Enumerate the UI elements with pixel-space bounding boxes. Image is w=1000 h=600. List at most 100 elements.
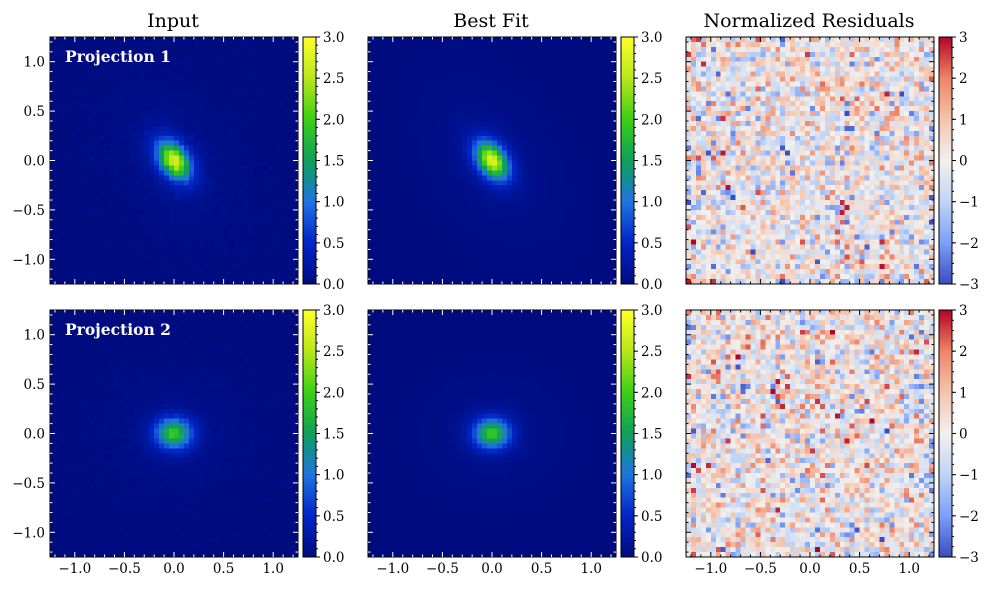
heatmap-cell: [188, 76, 195, 83]
heatmap-cell: [293, 51, 299, 58]
heatmap-cell: [104, 254, 111, 260]
heatmap-cell: [273, 56, 279, 63]
heatmap-cell: [526, 81, 533, 87]
heatmap-cell: [536, 175, 543, 181]
heatmap-cell: [382, 180, 389, 186]
heatmap-cell: [129, 91, 135, 97]
heatmap-cell: [506, 165, 513, 171]
heatmap-cell: [586, 96, 592, 102]
heatmap-cell: [89, 66, 96, 73]
heatmap-cell: [457, 106, 463, 112]
heatmap-cell: [501, 66, 508, 73]
heatmap-cell: [506, 160, 513, 167]
heatmap-cell: [99, 209, 106, 216]
heatmap-cell: [516, 195, 523, 201]
heatmap-cell: [472, 135, 478, 142]
heatmap-cell: [223, 244, 230, 251]
heatmap-cell: [496, 125, 503, 132]
heatmap-cell: [253, 254, 259, 260]
heatmap-cell: [407, 224, 414, 231]
heatmap-cell: [183, 239, 190, 246]
heatmap-cell: [288, 116, 294, 122]
heatmap-cell: [183, 51, 190, 58]
heatmap-cell: [611, 249, 617, 255]
heatmap-cell: [293, 219, 299, 226]
heatmap-cell: [501, 140, 508, 147]
heatmap-cell: [223, 41, 230, 48]
heatmap-cell: [119, 264, 125, 270]
heatmap-cell: [566, 224, 572, 231]
heatmap-cell: [457, 41, 463, 48]
heatmap-cell: [258, 234, 264, 241]
heatmap-cell: [268, 279, 274, 285]
heatmap-cell: [54, 81, 61, 87]
heatmap-cell: [258, 120, 264, 127]
heatmap-cell: [437, 155, 443, 162]
heatmap-cell: [432, 239, 439, 246]
heatmap-cell: [164, 244, 170, 251]
heatmap-cell: [104, 81, 111, 87]
heatmap-cell: [124, 170, 130, 176]
heatmap-cell: [482, 37, 488, 43]
heatmap-cell: [511, 185, 518, 191]
heatmap-cell: [164, 86, 170, 92]
heatmap-cell: [54, 150, 61, 157]
heatmap-cell: [536, 145, 543, 152]
heatmap-cell: [94, 111, 101, 117]
heatmap-cell: [556, 229, 563, 236]
heatmap-cell: [69, 41, 76, 48]
heatmap-cell: [54, 86, 61, 92]
heatmap-cell: [89, 61, 96, 68]
heatmap-cell: [556, 165, 563, 171]
heatmap-cell: [601, 61, 607, 68]
heatmap-cell: [372, 224, 379, 231]
heatmap-cell: [536, 130, 543, 137]
heatmap-cell: [213, 234, 220, 241]
heatmap-cell: [288, 155, 294, 162]
heatmap-cell: [203, 254, 210, 260]
heatmap-cell: [188, 66, 195, 73]
heatmap-cell: [392, 56, 399, 63]
heatmap-cell: [154, 249, 160, 255]
heatmap-cell: [129, 116, 135, 122]
heatmap-cell: [134, 51, 140, 58]
heatmap-cell: [516, 56, 523, 63]
heatmap-cell: [462, 46, 468, 53]
colorbar-step: [303, 69, 316, 73]
heatmap-cell: [288, 254, 294, 260]
heatmap-cell: [452, 195, 458, 201]
heatmap-cell: [99, 269, 106, 275]
heatmap-cell: [432, 140, 439, 147]
heatmap-cell: [79, 175, 86, 181]
heatmap-cell: [372, 130, 379, 137]
heatmap-cell: [159, 81, 165, 87]
heatmap-cell: [492, 135, 498, 142]
heatmap-cell: [159, 86, 165, 92]
heatmap-cell: [119, 204, 125, 211]
heatmap-cell: [159, 125, 165, 132]
heatmap-cell: [119, 180, 125, 186]
heatmap-cell: [611, 209, 617, 216]
heatmap-cell: [452, 165, 458, 171]
heatmap-cell: [174, 165, 180, 171]
heatmap-cell: [477, 91, 483, 97]
heatmap-cell: [193, 209, 200, 216]
heatmap-cell: [213, 130, 220, 137]
heatmap-cell: [233, 254, 240, 260]
heatmap-cell: [114, 155, 121, 162]
heatmap-cell: [248, 274, 254, 280]
heatmap-cell: [293, 81, 299, 87]
colorbar-step: [303, 55, 316, 59]
heatmap-cell: [243, 66, 249, 73]
heatmap-cell: [576, 244, 582, 251]
heatmap-cell: [248, 160, 254, 167]
heatmap-cell: [268, 41, 274, 48]
heatmap-cell: [278, 190, 284, 196]
heatmap-cell: [268, 91, 274, 97]
heatmap-cell: [606, 224, 612, 231]
heatmap-cell: [611, 101, 617, 107]
heatmap-cell: [581, 101, 587, 107]
heatmap-cell: [561, 244, 567, 251]
heatmap-cell: [243, 116, 249, 122]
heatmap-cell: [447, 135, 453, 142]
